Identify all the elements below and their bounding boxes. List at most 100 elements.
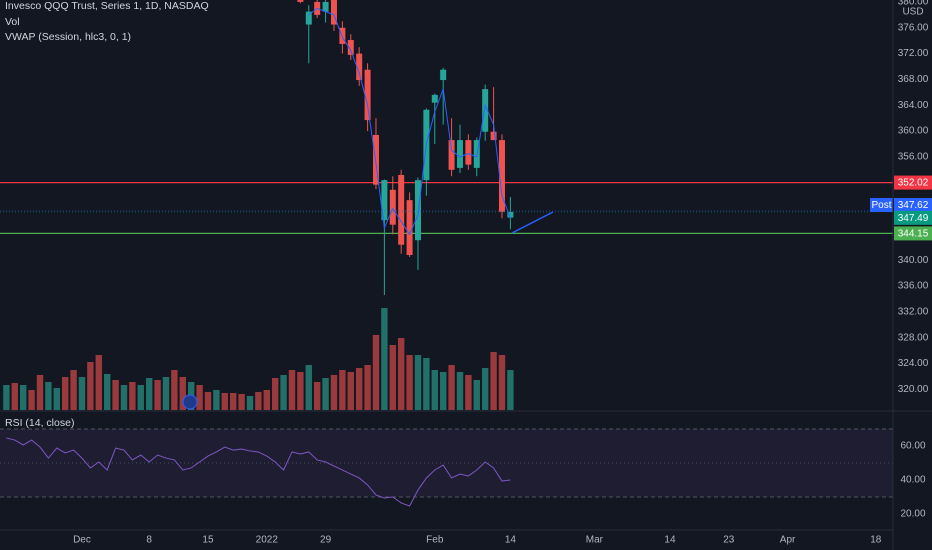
volume-bar — [145, 378, 153, 410]
volume-bar — [423, 358, 430, 410]
volume-bar — [213, 390, 220, 410]
candle-body — [406, 200, 413, 256]
volume-bar — [70, 370, 77, 410]
volume-bar — [305, 365, 312, 410]
x-tick-label: 18 — [870, 535, 882, 546]
volume-bar — [364, 365, 371, 410]
volume-bar — [473, 380, 480, 410]
volume-bar — [263, 390, 270, 410]
volume-bar — [456, 372, 464, 410]
candle-body — [356, 53, 363, 81]
candle-body — [414, 180, 421, 241]
y-tick-label: 324.00 — [898, 358, 929, 369]
volume-bar — [507, 370, 514, 410]
level-label: 352.02 — [898, 178, 929, 189]
volume-bar — [490, 352, 497, 410]
volume-bar — [162, 377, 170, 410]
rsi-band — [0, 429, 893, 498]
price-pane — [0, 0, 893, 410]
volume-bar — [204, 392, 212, 410]
candle-body — [364, 69, 371, 121]
level-tag — [894, 226, 932, 241]
volume-bar — [103, 374, 111, 410]
x-tick-label: 29 — [320, 535, 332, 546]
candle-body — [448, 140, 455, 170]
volume-bar — [221, 393, 228, 410]
volume-bar — [481, 368, 489, 410]
volume-bar — [389, 345, 396, 410]
volume-bar — [355, 368, 363, 410]
x-tick-label: Feb — [426, 535, 444, 546]
volume-bar — [313, 382, 321, 410]
candle-body — [347, 40, 354, 55]
volume-bar — [179, 377, 186, 410]
volume-bar — [406, 355, 413, 410]
candle-body — [482, 89, 489, 132]
volume-bar — [381, 308, 388, 410]
x-tick-label: Mar — [586, 535, 604, 546]
volume-bar — [87, 362, 94, 410]
volume-bar — [297, 372, 304, 410]
x-tick-label: Apr — [780, 535, 796, 546]
volume-bar — [61, 377, 69, 410]
volume-bar — [330, 375, 338, 410]
volume-bar — [498, 355, 506, 410]
candle-body — [465, 140, 472, 165]
y-tick-label: 360.00 — [898, 126, 929, 137]
y-tick-label: 364.00 — [898, 100, 929, 111]
candle-body — [322, 1, 329, 12]
y-tick-label: 380.00 — [898, 0, 929, 8]
volume-bar — [255, 392, 262, 410]
price-tag-name-box — [870, 198, 893, 213]
x-tick-label: 15 — [202, 535, 214, 546]
y-tick-label: 376.00 — [898, 22, 929, 33]
volume-bar — [28, 390, 35, 410]
volume-bar — [120, 385, 128, 410]
price-tag — [894, 210, 932, 225]
volume-bar — [3, 385, 10, 410]
volume-bar — [347, 372, 354, 410]
x-tick-label: 14 — [505, 535, 517, 546]
rsi-line — [6, 437, 511, 507]
y-tick-label: 368.00 — [898, 74, 929, 85]
volume-bar — [78, 377, 86, 410]
price-label: 347.62 — [898, 200, 929, 211]
candle-body — [398, 174, 405, 245]
candle-body — [490, 131, 497, 141]
y-tick-label: 372.00 — [898, 48, 929, 59]
vwap-legend: VWAP (Session, hlc3, 0, 1) — [5, 31, 131, 43]
volume-bar — [439, 372, 447, 410]
candle-body — [339, 27, 346, 44]
candle-body — [372, 134, 379, 185]
volume-bar — [372, 335, 380, 410]
x-tick-label: 8 — [146, 535, 152, 546]
y-tick-label: 356.00 — [898, 152, 929, 163]
trend-line[interactable] — [511, 211, 554, 234]
chart-title: Invesco QQQ Trust, Series 1, 1D, NASDAQ — [5, 0, 209, 12]
axes: 352.02 344.15 347.62 Post 347.49 380.00 376.00… — [73, 0, 932, 546]
y-tick-label: 328.00 — [898, 332, 929, 343]
x-tick-label: Dec — [73, 535, 91, 546]
volume-bar — [288, 370, 296, 410]
volume-bar — [448, 365, 455, 410]
volume-bar — [246, 396, 254, 410]
y-tick-label: 320.00 — [898, 384, 929, 395]
candle-body — [440, 69, 447, 81]
x-tick-label: 2022 — [256, 535, 279, 546]
volume-bar — [36, 375, 44, 410]
vwap-line — [308, 7, 511, 236]
volume-bar — [414, 355, 422, 410]
x-tick-label: 23 — [723, 535, 735, 546]
volume-bar — [154, 380, 161, 410]
candle-body — [456, 140, 463, 168]
dividend-marker[interactable] — [182, 394, 198, 410]
volume-bar — [339, 370, 346, 410]
volume-bar — [229, 393, 237, 410]
volume-bar — [11, 383, 18, 410]
level-tag — [894, 175, 932, 190]
volume-bar — [465, 375, 472, 410]
volume-bar — [238, 394, 245, 410]
candle-body — [381, 180, 388, 221]
